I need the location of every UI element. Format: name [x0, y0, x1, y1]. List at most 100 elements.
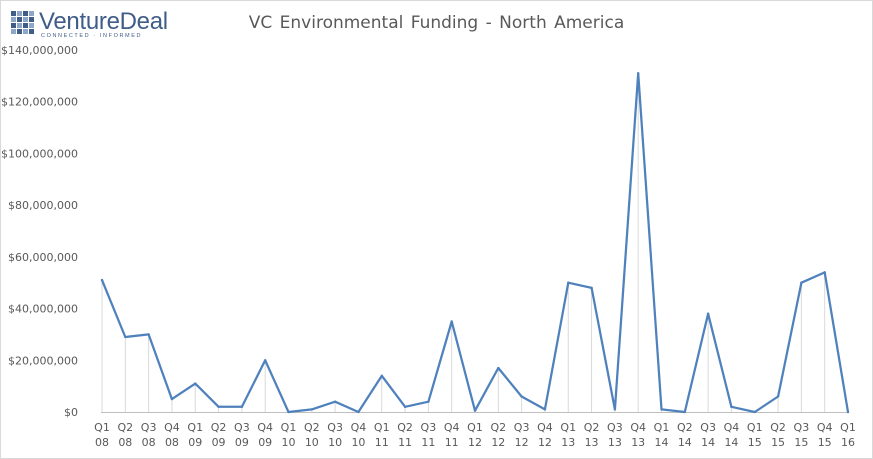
x-tick-label-year: 11 — [398, 436, 412, 449]
x-tick-label-year: 15 — [748, 436, 762, 449]
logo-grid-cell — [23, 11, 28, 16]
y-tick-label: $100,000,000 — [1, 147, 78, 160]
x-tick-label-quarter: Q2 — [490, 421, 506, 434]
x-tick-label-year: 15 — [771, 436, 785, 449]
x-tick-label-quarter: Q1 — [654, 421, 670, 434]
x-tick-label-year: 10 — [282, 436, 296, 449]
logo-tagline: CONNECTED · INFORMED — [41, 33, 143, 39]
x-tick-label-quarter: Q1 — [281, 421, 297, 434]
x-tick-label-quarter: Q2 — [211, 421, 227, 434]
data-point — [520, 395, 523, 398]
x-tick-label-year: 08 — [165, 436, 179, 449]
x-tick-label-quarter: Q2 — [770, 421, 786, 434]
x-tick-label-year: 14 — [655, 436, 669, 449]
logo-grid-cell — [11, 29, 16, 34]
x-tick-label-quarter: Q2 — [677, 421, 693, 434]
x-tick-label-quarter: Q4 — [164, 421, 180, 434]
x-tick-label-year: 10 — [351, 436, 365, 449]
chart-title: VC Environmental Funding - North America — [248, 13, 625, 33]
series — [100, 72, 850, 414]
x-tick-label-quarter: Q1 — [560, 421, 576, 434]
x-tick-label-quarter: Q4 — [444, 421, 460, 434]
y-tick-label: $60,000,000 — [8, 251, 78, 264]
x-tick-label-quarter: Q2 — [584, 421, 600, 434]
logo-grid-cell — [11, 11, 16, 16]
data-point — [310, 408, 314, 411]
x-tick-label-year: 13 — [561, 436, 575, 449]
logo-grid-cell — [17, 11, 22, 16]
data-point — [124, 335, 127, 339]
x-tick-label-year: 11 — [421, 436, 435, 449]
data-point — [613, 408, 617, 411]
x-tick-label-year: 14 — [678, 436, 692, 449]
y-tick-label: $120,000,000 — [1, 96, 78, 109]
funding-series-line — [100, 72, 850, 414]
x-tick-label-quarter: Q4 — [630, 421, 646, 434]
x-tick-label-year: 15 — [818, 436, 832, 449]
x-tick-label-year: 12 — [468, 436, 482, 449]
x-tick-label-year: 13 — [585, 436, 599, 449]
x-tick-label-quarter: Q4 — [351, 421, 367, 434]
grid-logo-icon — [11, 11, 34, 34]
data-point — [194, 382, 197, 385]
y-tick-label: $0 — [64, 406, 78, 419]
x-tick-label-year: 08 — [95, 436, 109, 449]
drop-lines — [101, 73, 826, 412]
data-point — [100, 278, 104, 282]
data-point — [217, 405, 220, 409]
data-point — [263, 359, 267, 362]
x-tick-label-year: 09 — [235, 436, 249, 449]
x-tick-label-year: 15 — [794, 436, 808, 449]
x-tick-label-year: 13 — [608, 436, 622, 449]
x-tick-label-year: 08 — [118, 436, 132, 449]
data-point — [660, 408, 663, 411]
data-point — [776, 395, 780, 398]
logo-grid-cell — [23, 17, 28, 22]
x-tick-label-year: 14 — [724, 436, 738, 449]
data-point — [800, 281, 803, 284]
data-point — [240, 405, 244, 409]
data-point — [357, 410, 360, 414]
logo-name: VentureDeal — [39, 8, 168, 35]
venturedeal-logo: VentureDeal CONNECTED · INFORMED — [11, 8, 181, 41]
logo-grid-cell — [23, 23, 28, 28]
y-tick-label: $80,000,000 — [8, 199, 78, 212]
x-axis: Q1 08 Q2 08 Q3 08 Q4 08 Q1 09 Q2 09 Q3 09 Q4 09 Q1 10 Q2 10… — [94, 412, 856, 449]
x-tick-label-quarter: Q3 — [327, 421, 343, 434]
logo-grid-cell — [17, 23, 22, 28]
data-point — [427, 400, 430, 403]
data-point — [590, 286, 593, 290]
x-tick-label-year: 13 — [631, 436, 645, 449]
data-point — [147, 333, 150, 336]
x-tick-label-quarter: Q3 — [607, 421, 623, 434]
data-point — [403, 405, 407, 409]
data-point — [753, 410, 756, 414]
x-tick-label-quarter: Q4 — [257, 421, 273, 434]
x-tick-label-year: 11 — [445, 436, 459, 449]
x-tick-label-year: 16 — [841, 436, 855, 449]
x-tick-label-quarter: Q2 — [304, 421, 320, 434]
x-tick-label-year: 12 — [491, 436, 505, 449]
x-tick-label-quarter: Q4 — [537, 421, 553, 434]
x-tick-label-quarter: Q1 — [374, 421, 390, 434]
x-tick-label-quarter: Q1 — [467, 421, 483, 434]
x-tick-label-quarter: Q3 — [421, 421, 437, 434]
data-point — [567, 281, 570, 284]
data-point — [497, 366, 500, 370]
x-tick-label-year: 10 — [305, 436, 319, 449]
data-point — [823, 271, 826, 274]
x-tick-label-quarter: Q3 — [141, 421, 157, 434]
data-point — [333, 400, 337, 403]
x-tick-label-quarter: Q1 — [187, 421, 203, 434]
data-point — [450, 320, 453, 323]
x-tick-label-quarter: Q3 — [700, 421, 716, 434]
data-point — [287, 410, 290, 414]
logo-grid-cell — [11, 23, 16, 28]
x-tick-label-year: 09 — [258, 436, 272, 449]
x-tick-label-year: 08 — [142, 436, 156, 449]
x-tick-label-quarter: Q4 — [724, 421, 740, 434]
x-tick-label-quarter: Q1 — [747, 421, 763, 434]
logo-grid-cell — [29, 23, 34, 28]
